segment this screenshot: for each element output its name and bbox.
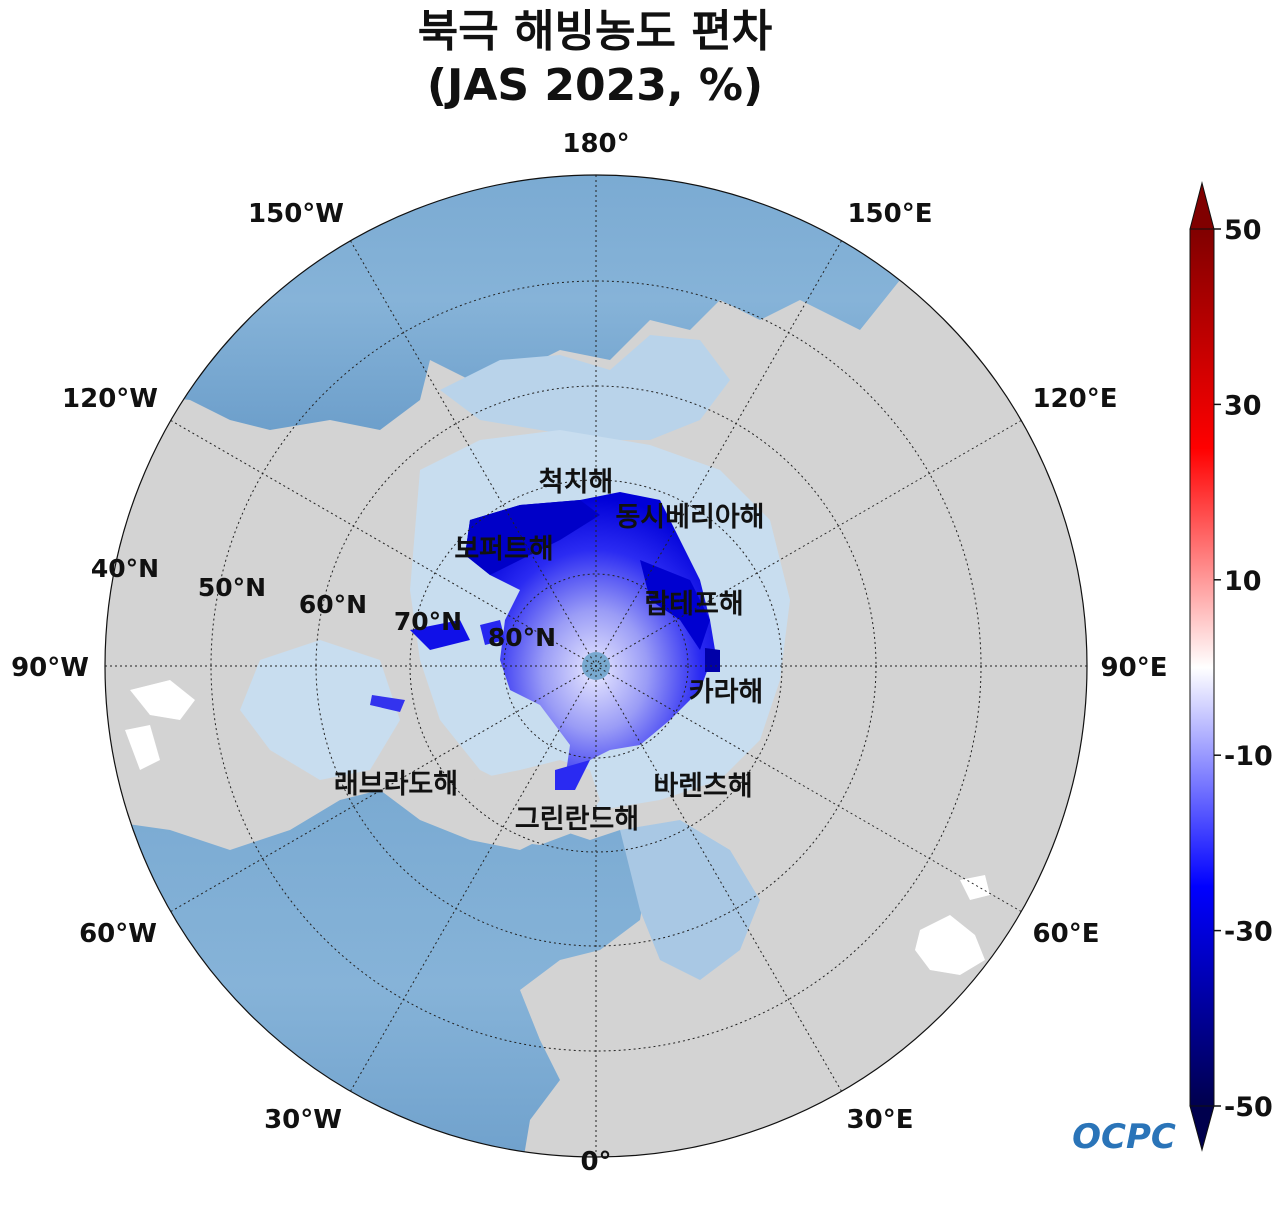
sea-label-greenland: 그린란드해 — [515, 804, 639, 835]
map-subtitle: (JAS 2023, %) — [426, 60, 764, 111]
sea-labels: 척치해 동시베리아해 보퍼트해 랍테프해 카라해 바렌츠해 그린란드해 래브라도… — [334, 467, 765, 835]
sea-label-laptev: 랍테프해 — [644, 589, 743, 620]
graticule — [105, 175, 1087, 1157]
colorbar-tick-label: -10 — [1224, 741, 1273, 772]
lat-label-50: 50°N — [198, 573, 266, 602]
sea-label-chukchi: 척치해 — [539, 467, 614, 498]
sea-ice-anomaly — [465, 492, 715, 780]
lon-label-30e: 30°E — [847, 1105, 914, 1135]
colorbar-extend-min — [1189, 1105, 1215, 1152]
colorbar-tick-label: -50 — [1224, 1092, 1273, 1123]
colorbar: 50 30 10 -10 -30 -50 — [1189, 181, 1273, 1152]
colorbar-tick-label: 50 — [1224, 215, 1262, 246]
hudson-bay — [240, 640, 400, 780]
colorbar-extend-max — [1189, 181, 1215, 230]
colorbar-tick-label: 10 — [1224, 566, 1262, 597]
sea-label-east-siberian: 동시베리아해 — [615, 502, 764, 533]
colorbar-tick-label: -30 — [1224, 917, 1273, 948]
lon-label-150w: 150°W — [248, 199, 344, 229]
map-title: 북극 해빙농도 편차 — [417, 6, 773, 57]
lon-label-0: 0° — [580, 1147, 611, 1177]
latitude-labels: 40°N 50°N 60°N 70°N 80°N — [91, 554, 556, 652]
lon-label-150e: 150°E — [847, 199, 932, 229]
lon-label-30w: 30°W — [264, 1105, 342, 1135]
lat-label-40: 40°N — [91, 554, 159, 583]
lon-label-180: 180° — [562, 129, 629, 159]
caspian-lakes — [915, 915, 985, 975]
sea-label-labrador: 래브라도해 — [334, 769, 458, 800]
lon-label-90w: 90°W — [11, 653, 89, 683]
bering-shelf — [440, 335, 730, 440]
lat-label-70: 70°N — [394, 607, 462, 636]
lat-label-80: 80°N — [488, 623, 556, 652]
lat-label-60: 60°N — [299, 590, 367, 619]
lon-label-120w: 120°W — [62, 384, 158, 414]
sea-label-barents: 바렌츠해 — [653, 771, 752, 802]
lon-label-60w: 60°W — [79, 919, 157, 949]
lon-label-60e: 60°E — [1033, 919, 1100, 949]
colorbar-tick-label: 30 — [1224, 390, 1262, 421]
lon-label-90e: 90°E — [1101, 653, 1168, 683]
colorbar-gradient — [1189, 228, 1215, 1107]
sea-label-beaufort: 보퍼트해 — [454, 534, 553, 565]
sea-label-kara: 카라해 — [689, 677, 764, 708]
lon-label-120e: 120°E — [1032, 384, 1117, 414]
ocpc-logo: OCPC — [1072, 1117, 1176, 1157]
map-disk — [105, 175, 1087, 1157]
longitude-labels: 0° 30°E 60°E 90°E 120°E 150°E 180° 150°W… — [11, 129, 1167, 1177]
map-boundary — [104, 174, 1088, 1158]
